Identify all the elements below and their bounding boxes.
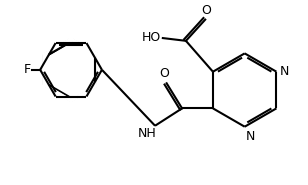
Text: N: N	[246, 130, 255, 143]
Text: HO: HO	[142, 31, 161, 44]
Text: NH: NH	[137, 127, 156, 140]
Text: O: O	[201, 4, 211, 17]
Text: O: O	[159, 67, 169, 80]
Text: N: N	[279, 65, 289, 78]
Text: F: F	[23, 63, 30, 76]
